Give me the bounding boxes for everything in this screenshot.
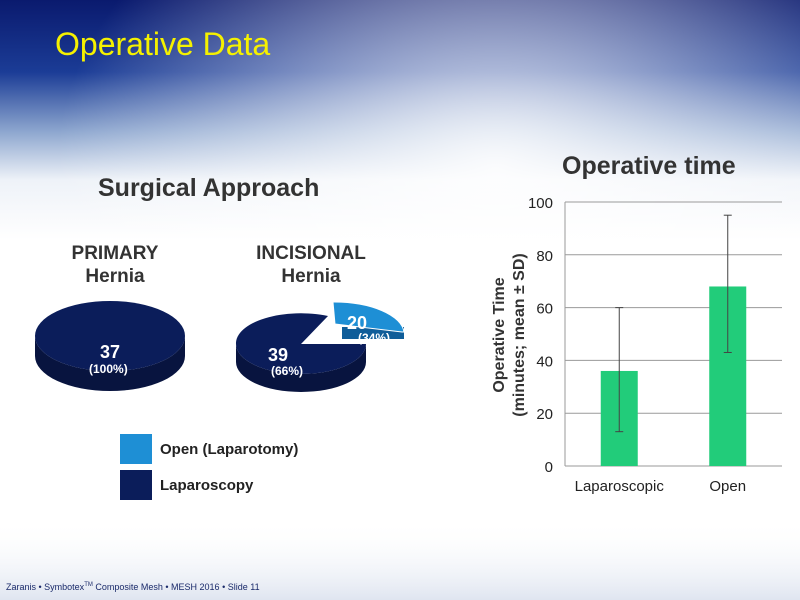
incisional-open-percent-label: (34%) <box>358 331 391 345</box>
y-tick-label: 40 <box>536 353 553 370</box>
legend-laparoscopy: Laparoscopy <box>120 470 253 500</box>
incisional-open-slice <box>332 301 405 333</box>
primary-percent-label: (100%) <box>89 362 128 376</box>
incisional-label-line1: INCISIONAL <box>256 243 366 264</box>
y-tick-label: 80 <box>536 248 553 265</box>
operative-time-title: Operative time <box>562 152 736 180</box>
legend-laparoscopy-label: Laparoscopy <box>160 476 254 494</box>
y-tick-label: 60 <box>536 301 553 318</box>
legend-laparoscopy-swatch <box>120 470 152 500</box>
primary-pie <box>35 301 185 391</box>
primary-hernia-label: PRIMARY Hernia <box>60 242 170 288</box>
incisional-pie <box>235 301 405 392</box>
primary-label-line2: Hernia <box>85 266 145 287</box>
y-tick-label: 20 <box>536 406 553 423</box>
incisional-lap-slice <box>235 313 366 374</box>
legend-open-swatch <box>120 434 152 464</box>
primary-pie-side <box>35 336 185 391</box>
y-tick-label: 100 <box>528 195 553 212</box>
footer-rest: Composite Mesh • MESH 2016 • Slide 11 <box>92 582 260 592</box>
incisional-lap-value-label: 39 <box>268 345 289 365</box>
slide-title: Operative Data <box>55 26 271 62</box>
incisional-lap-side <box>236 344 366 392</box>
incisional-label-line2: Hernia <box>281 266 341 287</box>
x-tick-label: Laparoscopic <box>575 478 665 495</box>
incisional-lap-percent-label: (66%) <box>271 364 304 378</box>
slide-footer: Zaranis • SymbotexTM Composite Mesh • ME… <box>6 582 260 592</box>
incisional-open-value-label: 20 <box>347 313 368 333</box>
primary-label-line1: PRIMARY <box>71 243 159 264</box>
footer-trademark: TM <box>84 582 93 588</box>
incisional-hernia-label: INCISIONAL Hernia <box>246 242 376 288</box>
primary-value-label: 37 <box>100 342 121 362</box>
x-tick-label: Open <box>709 478 746 495</box>
y-tick-label: 0 <box>545 459 553 476</box>
legend-open: Open (Laparotomy) <box>120 434 298 464</box>
surgical-approach-title: Surgical Approach <box>98 174 320 202</box>
footer-author: Zaranis • Symbotex <box>6 582 85 592</box>
primary-pie-top <box>35 301 185 371</box>
legend-open-label: Open (Laparotomy) <box>160 440 299 458</box>
